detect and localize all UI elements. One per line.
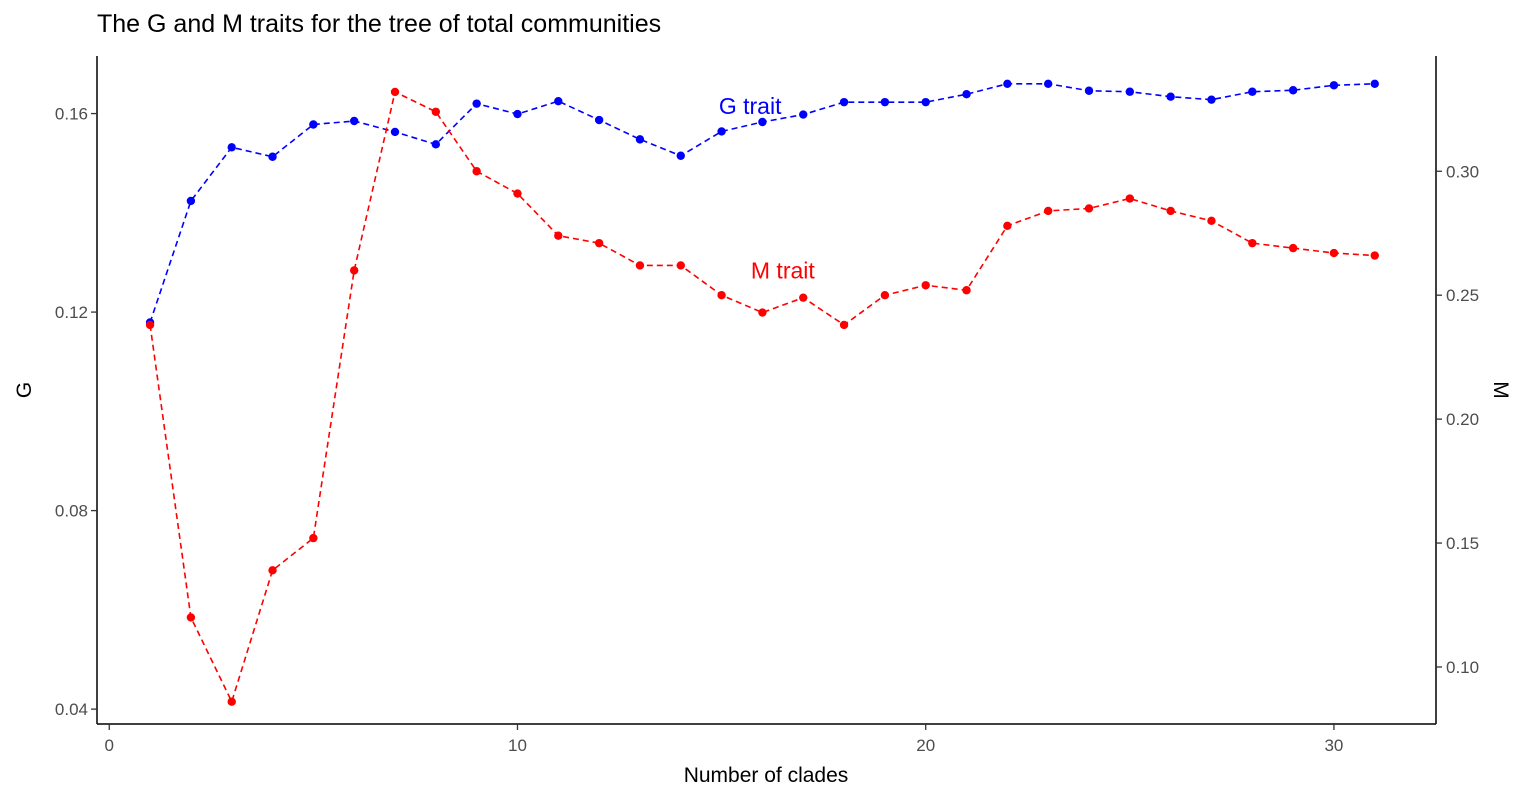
g-trait-data-point — [921, 97, 930, 107]
m-trait-data-point — [758, 308, 767, 317]
m-trait-data-point — [186, 613, 196, 622]
m-trait-data-point — [513, 189, 522, 198]
m-trait-data-point — [1084, 204, 1094, 213]
m-trait-data-point — [839, 320, 849, 330]
g-trait-data-point — [349, 116, 359, 126]
m-trait-data-point — [962, 286, 971, 295]
m-trait-data-point — [1003, 221, 1012, 230]
m-trait-data-point — [390, 87, 400, 97]
m-trait-data-point — [554, 231, 563, 240]
x-tick-label: 0 — [105, 736, 114, 755]
g-trait-data-point — [390, 127, 400, 137]
m-trait-data-point — [309, 533, 318, 543]
g-trait-data-point — [717, 127, 726, 136]
m-trait-data-point — [472, 167, 481, 176]
m-trait-data-point — [635, 261, 645, 270]
y-right-axis-title: M — [1489, 381, 1512, 399]
annotations: G trait M trait — [719, 93, 816, 283]
y-right-tick-label: 0.15 — [1446, 534, 1479, 553]
g-trait-data-point — [799, 110, 808, 119]
y-right-tick-label: 0.10 — [1446, 658, 1479, 677]
g-trait-data-point — [676, 151, 685, 160]
m-trait-series-line — [149, 90, 1375, 704]
m-trait-data-point — [1207, 216, 1216, 226]
g-trait-data-point — [1125, 87, 1135, 96]
g-trait-data-point — [1166, 92, 1175, 101]
x-tick-label: 20 — [916, 736, 935, 755]
m-trait-data-point — [1370, 251, 1379, 260]
y-left-tick-label: 0.04 — [55, 700, 88, 719]
g-trait-data-point — [635, 135, 645, 144]
g-trait-data-point — [554, 96, 563, 106]
g-trait-data-point — [309, 120, 318, 129]
g-trait-data-point — [513, 109, 522, 119]
m-trait-data-point — [1125, 194, 1135, 203]
ticks: 0 10 20 30 0.04 0.08 0.12 0.16 0.10 0.15 0.20 0.25 0… — [55, 105, 1479, 755]
g-trait-data-point — [227, 143, 236, 152]
y-right-tick-label: 0.30 — [1446, 162, 1479, 181]
m-trait-data-point — [717, 290, 726, 300]
y-right-tick-label: 0.20 — [1446, 410, 1479, 429]
g-trait-data-point — [1043, 79, 1053, 88]
chart-title: The G and M traits for the tree of total… — [97, 10, 662, 38]
g-trait-data-point — [1207, 95, 1216, 104]
g-trait-data-point — [839, 97, 849, 107]
g-trait-data-point — [1084, 86, 1094, 95]
g-trait-data-point — [1288, 86, 1298, 95]
g-trait-data-point — [268, 152, 277, 161]
g-trait-data-point — [880, 97, 890, 107]
y-right-tick-label: 0.25 — [1446, 286, 1479, 305]
m-trait-data-point — [431, 107, 441, 116]
m-trait-data-point — [676, 261, 685, 270]
g-trait-data-point — [1329, 81, 1339, 90]
x-axis-title: Number of clades — [684, 764, 849, 787]
y-left-axis-title: G — [13, 382, 36, 398]
g-trait-data-point — [431, 140, 441, 149]
m-trait-data-point — [145, 320, 155, 330]
x-tick-label: 10 — [508, 736, 527, 755]
m-trait-data-point — [349, 266, 359, 275]
m-trait-data-point — [268, 566, 277, 575]
x-tick-label: 30 — [1324, 736, 1343, 755]
m-trait-data-point — [1329, 248, 1339, 258]
m-trait-annotation: M trait — [751, 257, 816, 283]
y-left-tick-label: 0.16 — [55, 105, 88, 124]
series — [145, 79, 1379, 706]
g-trait-data-point — [758, 117, 767, 127]
g-trait-data-point — [472, 99, 481, 108]
m-trait-data-point — [1248, 238, 1257, 248]
m-trait-data-point — [880, 290, 890, 300]
axes — [96, 56, 1437, 725]
m-trait-data-point — [1166, 206, 1175, 216]
g-trait-data-point — [594, 115, 604, 125]
m-trait-data-point — [799, 293, 808, 302]
m-trait-data-point — [1043, 206, 1053, 216]
g-trait-data-point — [962, 90, 971, 99]
m-trait-data-point — [594, 238, 604, 248]
m-trait-data-point — [227, 697, 236, 706]
y-left-tick-label: 0.08 — [55, 502, 88, 521]
g-trait-annotation: G trait — [719, 93, 782, 119]
g-trait-data-point — [186, 196, 196, 206]
m-trait-data-point — [1288, 243, 1298, 253]
m-trait-data-point — [921, 281, 930, 290]
g-trait-data-point — [1003, 79, 1012, 88]
g-trait-data-point — [1248, 87, 1257, 96]
g-trait-data-point — [1370, 79, 1379, 88]
y-left-tick-label: 0.12 — [55, 303, 88, 322]
